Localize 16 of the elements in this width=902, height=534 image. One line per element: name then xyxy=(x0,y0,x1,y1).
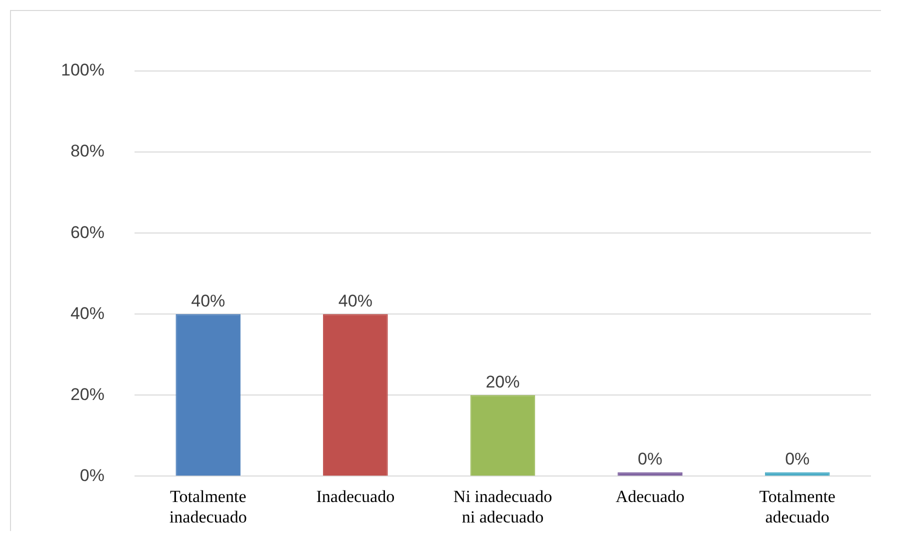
x-tick-label: Inadecuado xyxy=(316,486,395,506)
x-tick-label: Totalmente inadecuado xyxy=(169,486,247,526)
data-label: 0% xyxy=(785,449,810,468)
x-tick-label: Adecuado xyxy=(616,486,685,506)
y-tick-label: 20% xyxy=(70,384,104,404)
y-tick-label: 0% xyxy=(80,466,104,485)
y-tick-label: 60% xyxy=(70,222,104,242)
y-tick-label: 80% xyxy=(70,142,104,161)
data-label: 40% xyxy=(191,291,226,310)
data-label: 40% xyxy=(338,291,372,310)
x-tick-label: Totalmente adecuado xyxy=(759,486,836,526)
y-tick-label: 40% xyxy=(70,304,104,323)
y-tick-label: 100% xyxy=(60,60,104,80)
data-label: 0% xyxy=(638,449,662,468)
x-tick-label: Ni inadecuado ni adecuado xyxy=(453,486,552,526)
data-label: 20% xyxy=(486,372,520,392)
